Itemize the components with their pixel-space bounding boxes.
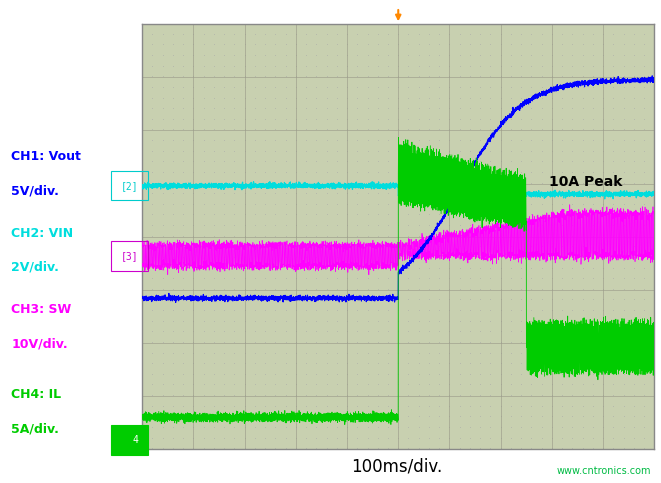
Text: [2]: [2] [120,181,138,191]
Text: 2V/div.: 2V/div. [11,261,59,274]
Text: www.cntronics.com: www.cntronics.com [557,466,651,476]
Text: 5V/div.: 5V/div. [11,184,59,197]
Text: T: T [395,0,402,1]
Text: CH1: Vout: CH1: Vout [11,150,81,163]
Text: 10V/div.: 10V/div. [11,337,68,350]
Text: 100ms/div.: 100ms/div. [351,458,442,476]
Text: [3]: [3] [120,251,138,261]
Text: [4]: [4] [120,435,138,445]
Text: 4: 4 [132,435,138,445]
Text: 5A/div.: 5A/div. [11,422,59,435]
Text: CH4: IL: CH4: IL [11,388,61,401]
Text: CH2: VIN: CH2: VIN [11,227,73,240]
Text: 10A Peak: 10A Peak [549,175,623,189]
Text: CH3: SW: CH3: SW [11,303,71,316]
